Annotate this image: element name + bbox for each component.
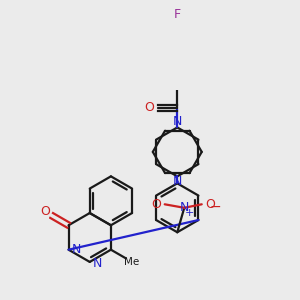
Text: F: F (174, 8, 181, 21)
Text: N: N (180, 201, 189, 214)
Text: −: − (210, 200, 221, 213)
Text: O: O (144, 101, 154, 114)
Text: Me: Me (124, 256, 139, 267)
Text: O: O (152, 198, 161, 211)
Text: N: N (72, 243, 81, 256)
Text: N: N (172, 116, 182, 128)
Text: N: N (172, 176, 182, 188)
Text: N: N (92, 257, 102, 270)
Text: O: O (40, 206, 50, 218)
Text: +: + (185, 208, 194, 218)
Text: O: O (205, 198, 215, 211)
